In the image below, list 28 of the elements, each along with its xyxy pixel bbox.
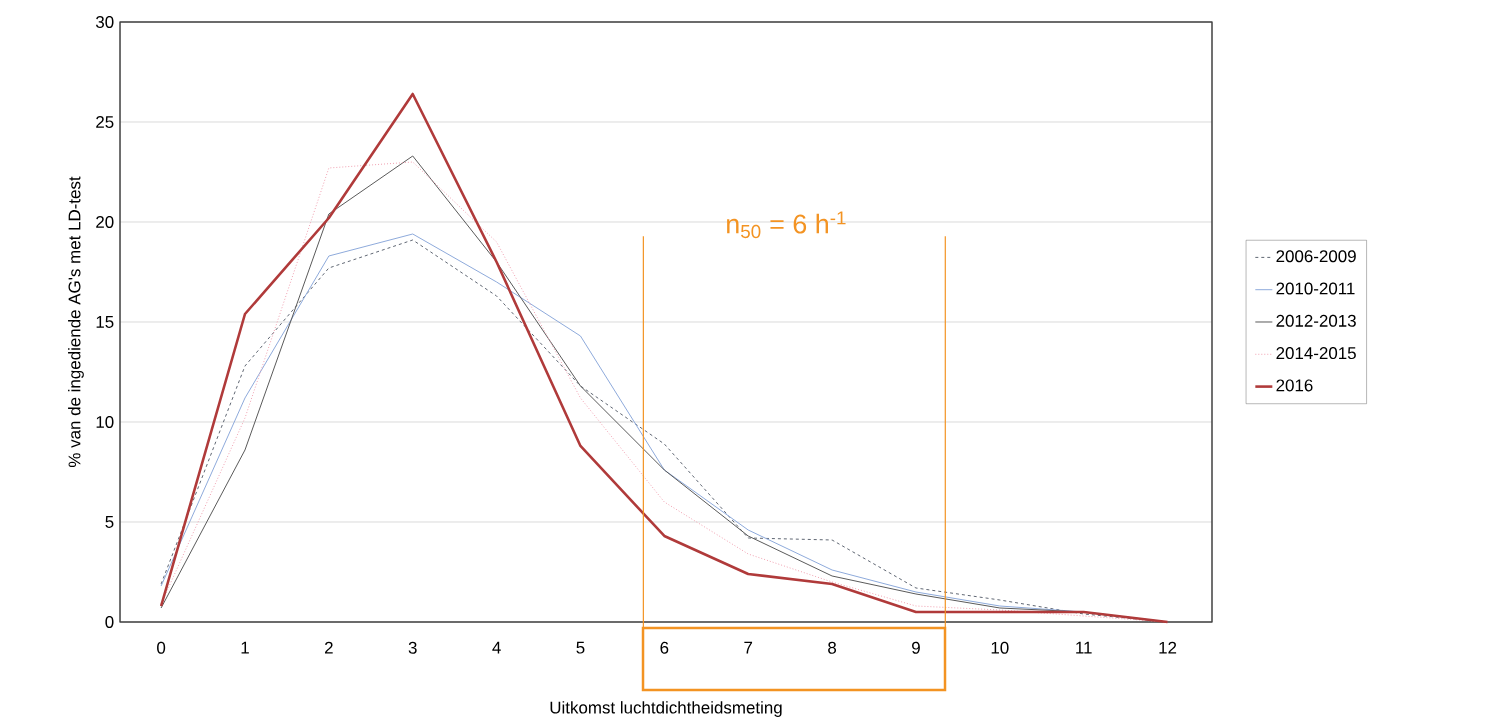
x-tick-label: 12: [1159, 641, 1177, 654]
y-tick-label: 15: [96, 316, 114, 328]
x-tick-label: 2: [325, 641, 333, 654]
legend-label: 2014-2015: [1276, 347, 1356, 360]
x-tick-label: 10: [991, 641, 1009, 654]
y-tick-label: 5: [105, 516, 114, 528]
x-tick-label: 6: [660, 641, 669, 654]
x-tick-label: 11: [1076, 641, 1092, 654]
y-tick-label: 25: [96, 115, 114, 128]
annotation: n$_{50}$ = 6 h$^{-1}$: [727, 211, 846, 239]
x-tick-label: 9: [912, 641, 920, 654]
x-tick-label: 4: [492, 641, 501, 654]
x-tick-label: 7: [744, 641, 753, 654]
y-tick-label: 10: [96, 415, 114, 428]
x-tick-label: 0: [157, 641, 166, 654]
y-tick-label: 30: [95, 15, 114, 28]
x-tick-label: 8: [828, 641, 837, 654]
legend-label: 2016: [1276, 379, 1313, 392]
x-axis-title: Uitkomst luchtdichtheidsmeting: [550, 701, 782, 717]
x-tick-label: 1: [241, 641, 249, 654]
legend-label: 2012-2013: [1276, 314, 1356, 327]
x-tick-label: 3: [408, 641, 417, 654]
x-tick-label: 5: [576, 641, 585, 654]
y-axis-title: % van de ingediende AG's met LD-test: [68, 176, 84, 468]
y-tick-label: 0: [105, 615, 114, 628]
legend-label: 2006-2009: [1276, 250, 1356, 263]
legend-label: 2010-2011: [1276, 282, 1355, 295]
y-tick-label: 20: [96, 215, 114, 228]
